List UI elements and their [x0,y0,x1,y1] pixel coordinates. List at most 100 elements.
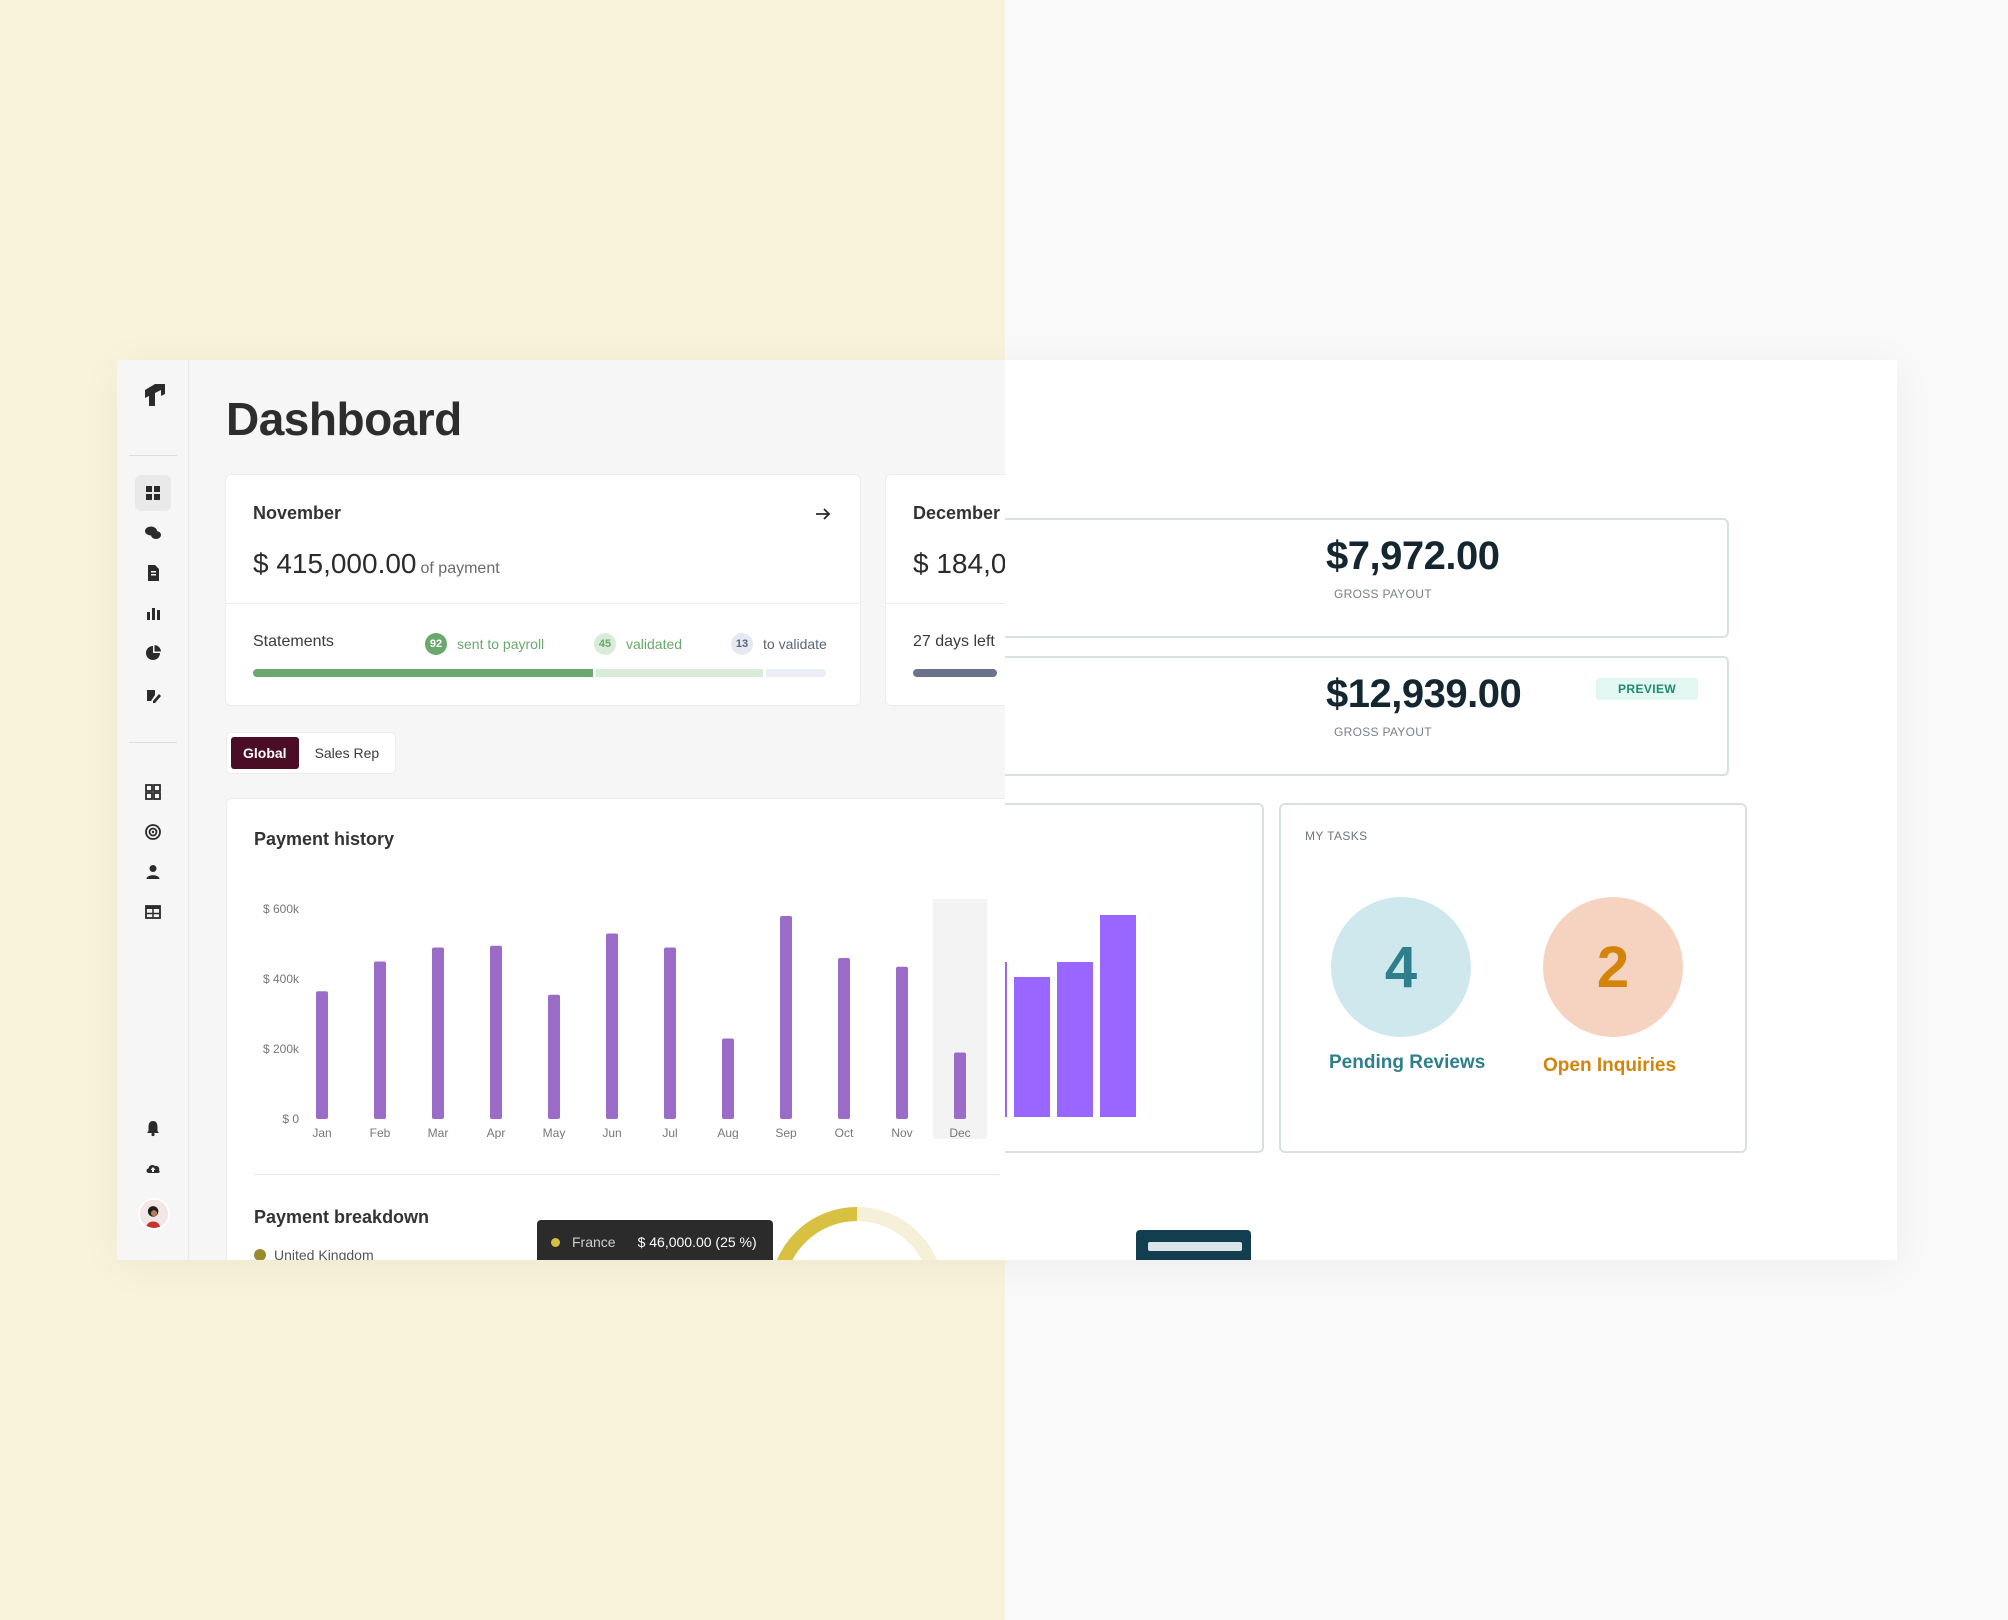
bell-icon[interactable] [135,1110,171,1146]
sent-to-payroll-stat: 92 sent to payroll [425,633,544,655]
open-inquiries-count[interactable]: 2 [1543,897,1683,1037]
section-divider [254,1174,999,1175]
payout-label: GROSS PAYOUT [1334,587,1432,601]
tooltip-dot [551,1237,560,1247]
preview-badge: PREVIEW [1596,678,1699,700]
bar-may[interactable] [548,994,560,1119]
x-tick-label: Sep [775,1126,797,1139]
chat-icon[interactable] [135,515,171,551]
page-title: Dashboard [226,393,462,445]
target-icon[interactable] [135,814,171,850]
scope-toggle: Global Sales Rep [226,732,397,774]
global-toggle-button[interactable]: Global [231,737,299,769]
payout-label: GROSS PAYOUT [1334,725,1432,739]
bar-dec[interactable] [954,1052,966,1120]
app-frame: $7,972.00 GROSS PAYOUT $12,939.00 PREVIE… [117,360,1897,1260]
x-tick-label: Jun [602,1126,621,1139]
december-card[interactable]: December $ 184,0 27 days left [885,474,1005,706]
x-tick-label: Jan [312,1126,331,1139]
december-progress-bar [913,669,997,677]
payout-amount: $7,972.00 [1326,534,1500,578]
bar-chart-icon[interactable] [135,595,171,631]
x-tick-label: Nov [891,1126,912,1139]
y-tick-label: $ 400k [263,972,300,986]
cloud-upload-icon[interactable] [135,1150,171,1186]
edit-document-icon[interactable] [135,678,171,714]
bar-aug[interactable] [722,1038,734,1120]
x-tick-label: Mar [428,1126,449,1139]
progress-validated [596,669,763,677]
legend-label: United Kingdom [274,1247,374,1260]
amount-value: $ 415,000.00 [253,548,417,579]
tooltip-value: $ 46,000.00 (25 %) [637,1234,757,1250]
to-validate-stat: 13 to validate [731,633,827,655]
bar-nov[interactable] [896,966,908,1119]
sent-count: 92 [425,633,447,655]
bar-sep[interactable] [780,916,792,1119]
overlay-bar [1100,915,1136,1117]
apps-grid-icon[interactable] [135,774,171,810]
table-icon[interactable] [135,894,171,930]
sidebar-divider [129,742,177,743]
y-tick-label: $ 600k [263,902,300,916]
sent-label: sent to payroll [457,636,545,652]
amount-suffix: of payment [420,560,500,577]
statements-progress-bar [253,669,833,677]
payment-breakdown-title: Payment breakdown [254,1207,430,1227]
dashboard-icon[interactable] [135,475,171,511]
breakdown-legend-item: United Kingdom [254,1247,374,1260]
x-tick-label: Oct [835,1126,854,1139]
payout-card-2: $12,939.00 PREVIEW GROSS PAYOUT [977,656,1729,776]
pie-chart-icon[interactable] [135,635,171,671]
overlay-bar [1057,962,1093,1117]
bar-oct[interactable] [838,958,850,1119]
pending-reviews-count[interactable]: 4 [1331,897,1471,1037]
pending-reviews-label[interactable]: Pending Reviews [1329,1052,1486,1073]
bar-jun[interactable] [606,933,618,1120]
arrow-right-icon[interactable] [814,505,832,523]
y-tick-label: $ 0 [282,1112,299,1126]
progress-to-validate [765,669,827,677]
november-card[interactable]: November $ 415,000.00 of payment Statemen… [225,474,861,706]
to-validate-count: 13 [731,633,753,655]
user-icon[interactable] [135,854,171,890]
payment-history-card: Payment history $ 0 $ 200k $ 400k $ 600k Jan… [226,798,1005,1260]
overlay-bar-chart [959,915,1136,1117]
statements-label: Statements [253,633,334,650]
logo-icon [145,384,165,406]
bar-mar[interactable] [432,947,444,1120]
breakdown-tooltip: France $ 46,000.00 (25 %) [537,1220,773,1260]
my-tasks-card: MY TASKS 4 Pending Reviews 2 Open Inquir… [1279,803,1747,1153]
y-tick-label: $ 200k [263,1042,300,1056]
payment-history-chart: $ 0 $ 200k $ 400k $ 600k Jan Feb Mar Apr May Jun J… [263,899,987,1139]
avatar[interactable] [138,1198,170,1230]
bar-jul[interactable] [664,947,676,1120]
x-tick-label: Feb [370,1126,391,1139]
bar-jan[interactable] [316,991,328,1119]
card-month: December [913,503,1001,523]
card-amount: $ 184,0 [913,548,1005,579]
sales-rep-toggle-button[interactable]: Sales Rep [314,745,380,761]
payment-history-title: Payment history [254,829,395,849]
card-divider [226,603,860,604]
invoice-icon[interactable] [135,555,171,591]
x-tick-label: Aug [717,1126,738,1139]
bar-apr[interactable] [490,945,502,1119]
open-inquiries-label[interactable]: Open Inquiries [1543,1055,1677,1076]
card-month: November [253,503,342,523]
payout-card-1: $7,972.00 GROSS PAYOUT [977,518,1729,638]
to-validate-label: to validate [763,636,827,652]
tasks-title: MY TASKS [1305,829,1368,843]
overlay-bar [1014,977,1050,1117]
x-tick-label: Dec [949,1126,970,1139]
progress-sent [253,669,594,677]
breakdown-donut [777,1207,937,1260]
bar-feb[interactable] [374,961,386,1120]
x-tick-label: Jul [662,1126,677,1139]
payout-amount: $12,939.00 [1326,672,1522,716]
sidebar [117,360,189,1260]
validated-stat: 45 validated [594,633,682,655]
sidebar-divider [129,455,177,456]
validated-count: 45 [594,633,616,655]
x-tick-label: May [543,1126,566,1139]
